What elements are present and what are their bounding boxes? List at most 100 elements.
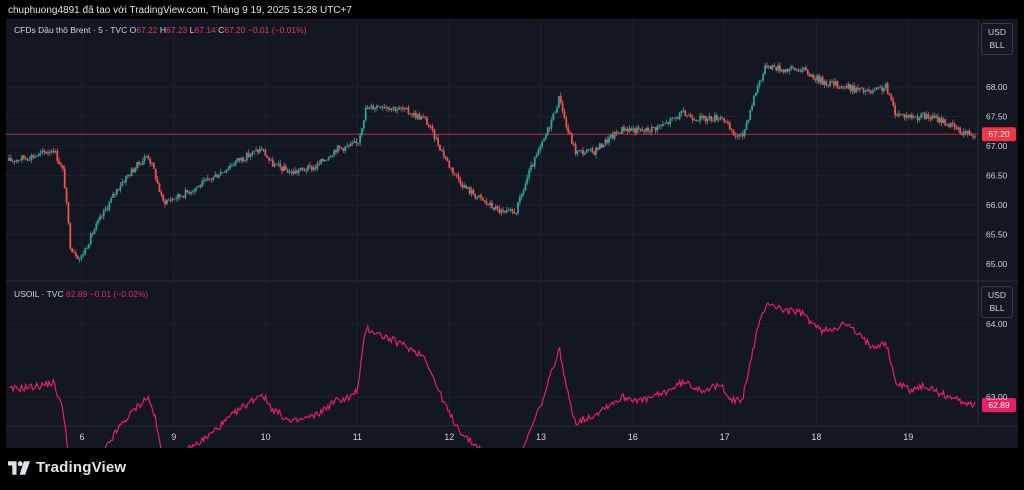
usoil-unit-badge[interactable]: USD BLL [981,286,1013,318]
brent-candle-body [312,167,315,171]
brent-candle-body [234,161,237,166]
brent-candle-body [479,195,482,198]
brent-candle-body [684,110,687,116]
brent-candle-body [775,66,778,71]
brent-candle-body [871,90,874,93]
brent-candle-body [602,144,605,148]
brent-candle-body [814,79,817,81]
usoil-currency: USD [988,290,1006,300]
brent-candle-body [658,125,661,127]
brent-candle-body [359,134,362,143]
brent-candle-body [336,145,339,153]
brent-candle-body [418,114,421,120]
brent-candle-body [946,124,949,126]
brent-candle-body [702,115,705,118]
brent-candle-body [556,107,558,113]
brent-candle-body [117,189,120,190]
brent-candle-body [777,65,779,71]
brent-candle-body [714,115,716,122]
brent-candle-body [355,141,358,144]
brent-candle-body [517,202,519,214]
brent-symbol[interactable]: CFDs Dầu thô Brent · 5 · TVC [14,25,128,35]
brent-y-tick-label: 68.00 [986,82,1008,92]
brent-candle-body [511,209,514,212]
brent-candle-body [949,122,952,127]
tradingview-logo-icon[interactable] [8,460,30,475]
x-tick-label: 6 [79,432,84,442]
brent-candle-body [504,210,506,213]
brent-candle-body [543,138,545,142]
brent-candles [8,62,976,263]
brent-last-price-tag [982,127,1016,142]
brent-candle-body [286,169,289,173]
brent-candle-body [206,178,209,180]
brent-candle-body [621,126,623,134]
brent-candle-body [619,132,622,134]
brent-candle-body [422,116,425,118]
brent-unit-badge[interactable]: USD BLL [981,23,1013,55]
brent-candle-body [836,81,839,88]
brent-candle-body [474,194,477,198]
brent-candle-body [513,211,516,214]
brent-candle-body [78,258,81,260]
brent-y-tick-label: 65.00 [986,259,1008,269]
brent-candle-body [435,137,438,139]
brent-candle-body [531,165,534,167]
brent-candle-body [203,179,205,182]
brent-candle-body [290,171,293,173]
brent-candle-body [706,117,709,122]
brent-candle-body [816,75,818,81]
brent-candle-body [884,83,887,89]
brent-candle-body [361,128,363,135]
brent-candle-body [429,126,432,128]
brent-candle-body [472,189,475,195]
brent-candle-body [944,119,947,126]
brent-candle-body [292,171,295,174]
brent-candle-body [56,151,59,161]
brent-candle-body [961,133,963,136]
brent-candle-body [886,83,889,94]
brent-candle-body [366,107,369,109]
brent-candle-body [537,149,540,155]
brent-candle-body [102,210,105,217]
brent-candle-body [914,116,917,118]
brent-candle-body [424,116,427,118]
brent-candle-body [145,156,148,157]
brent-candle-body [825,81,828,85]
brent-candle-body [244,160,246,162]
brent-candle-body [197,185,200,188]
tradingview-brand[interactable]: TradingView [36,459,127,476]
usoil-symbol[interactable]: USOIL · TVC [14,289,64,299]
brent-candle-body [67,202,70,224]
brent-candle-body [439,145,441,151]
brent-candle-body [641,129,644,132]
brent-candle-body [214,174,217,177]
brent-candle-body [749,110,752,120]
brent-candle-body [362,120,365,129]
brent-candle-body [643,131,646,132]
usoil-last-price-label: 62.89 [988,400,1010,410]
brent-candle-body [671,117,674,119]
brent-candle-body [688,114,690,116]
brent-candle-body [301,167,304,170]
brent-candle-body [368,106,371,109]
brent-candle-body [533,157,536,167]
brent-candle-body [223,172,226,173]
brent-candle-body [253,150,256,152]
brent-candle-body [364,107,367,121]
brent-candle-body [728,123,731,130]
brent-candle-body [634,128,636,134]
brent-candle-body [624,129,627,131]
brent-candle-body [609,134,612,138]
brent-candle-body [325,159,328,161]
brent-candle-body [910,114,913,118]
brent-candle-body [236,158,239,162]
brent-candle-body [43,150,46,152]
brent-candle-body [349,143,352,146]
brent-candle-body [580,150,583,151]
brent-candle-body [314,167,317,169]
brent-candle-body [281,166,283,172]
brent-candle-body [591,148,594,152]
brent-candle-body [715,115,718,121]
